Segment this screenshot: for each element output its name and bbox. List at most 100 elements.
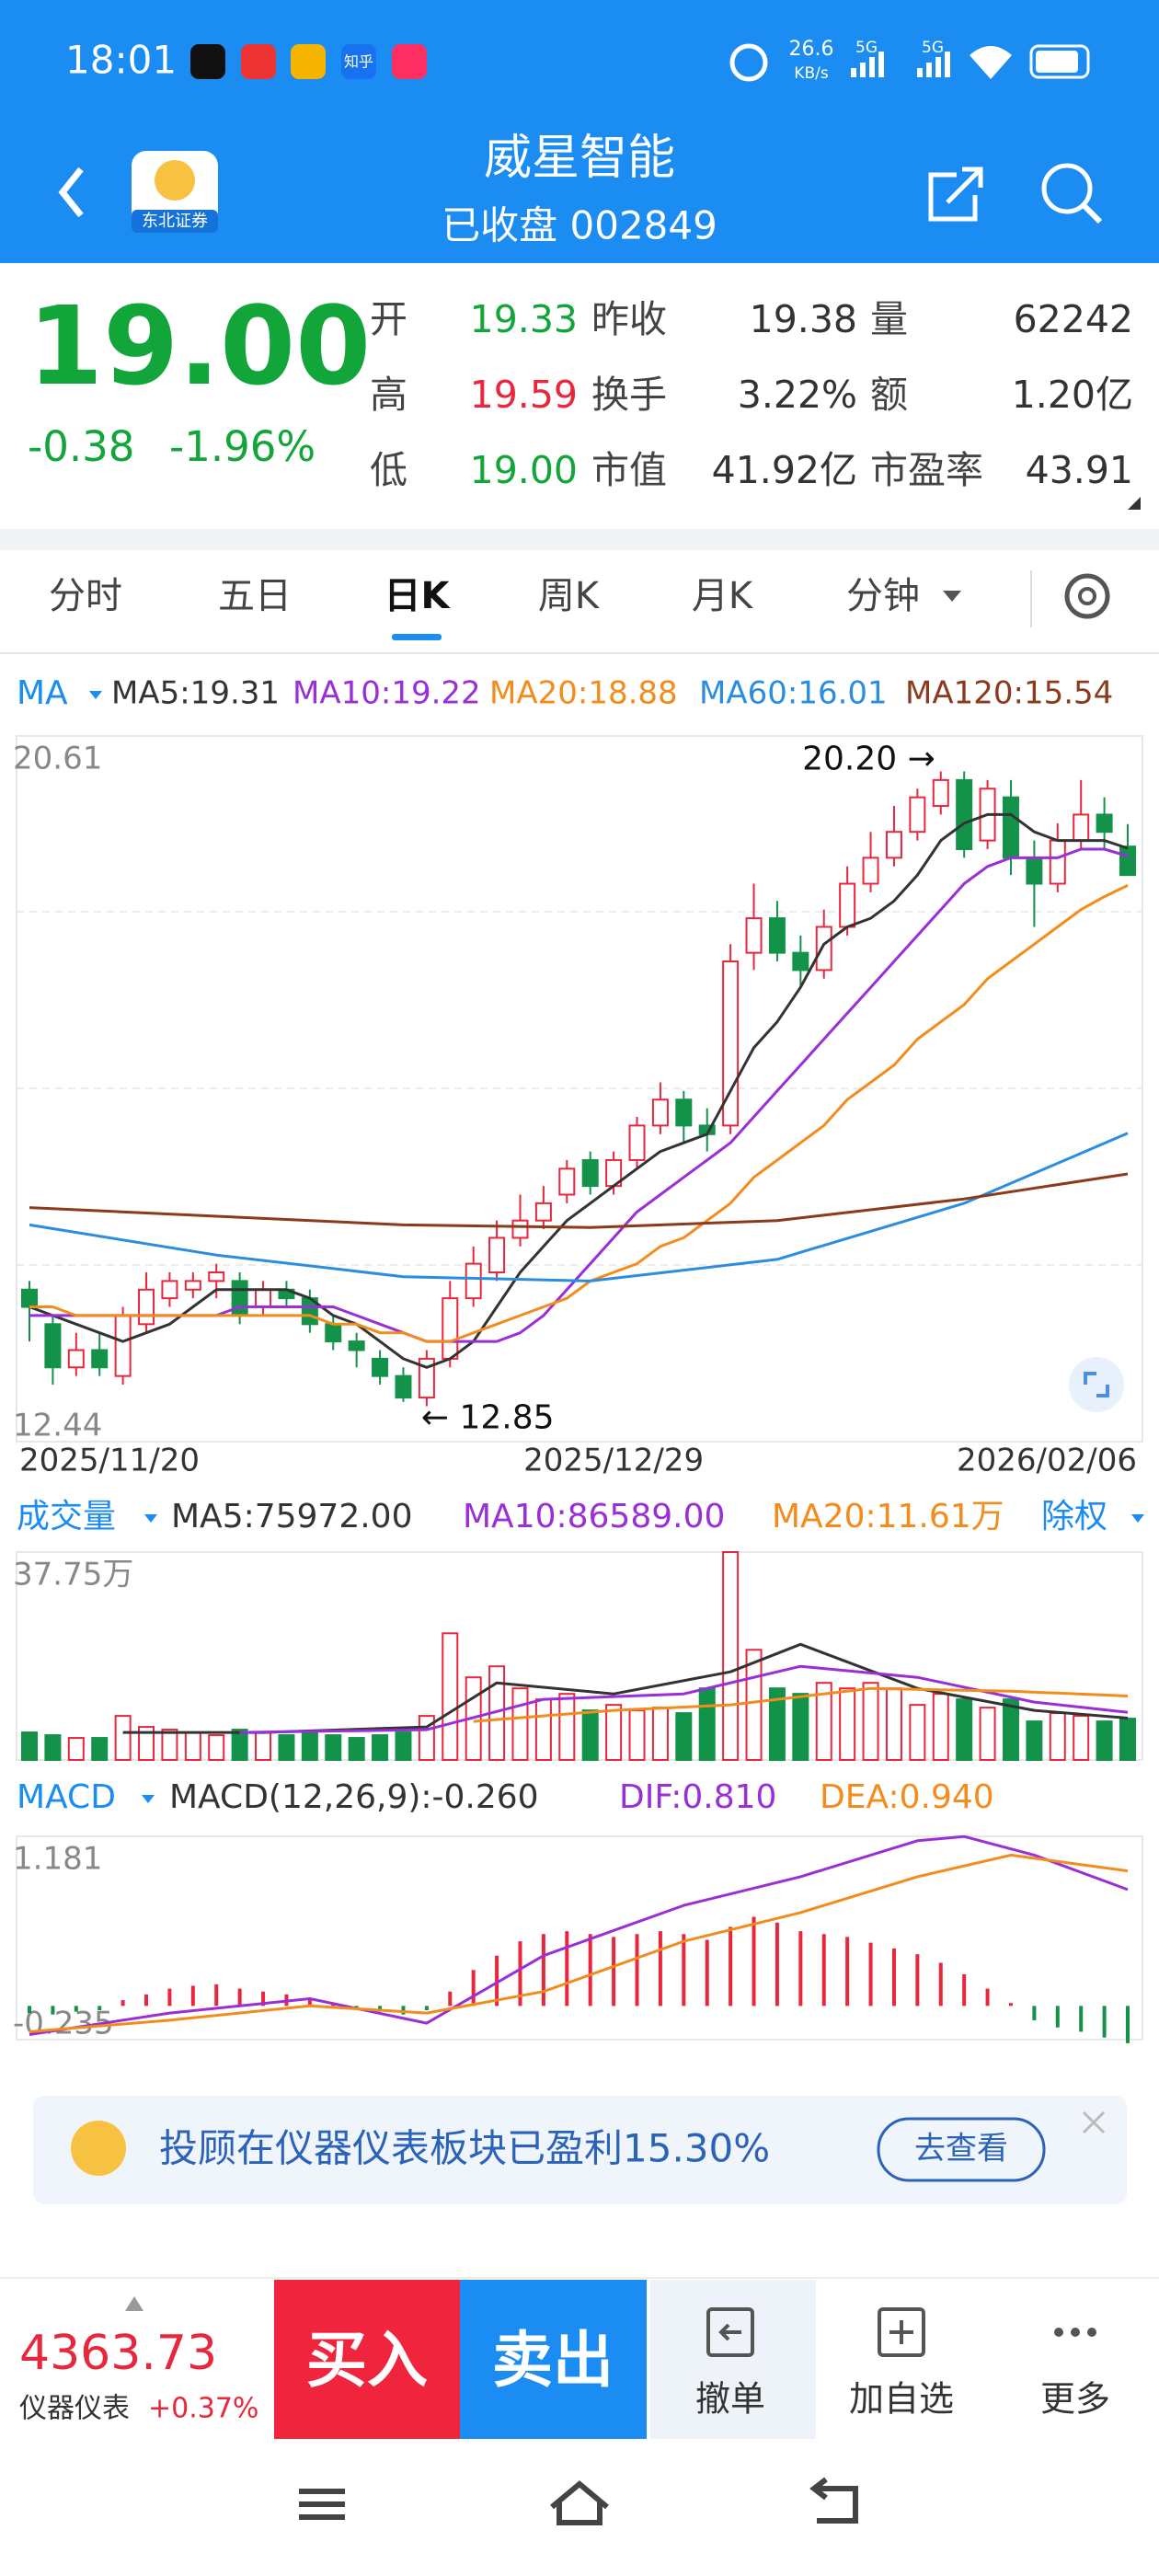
- promo-button[interactable]: [877, 2117, 1046, 2182]
- quote-value: 3.22%: [738, 373, 857, 417]
- candle-body: [745, 917, 763, 954]
- tab[interactable]: 分时: [49, 575, 122, 617]
- candle-body: [67, 1349, 85, 1369]
- tab[interactable]: 周K: [538, 575, 601, 617]
- quote-label: 额: [870, 373, 908, 417]
- candle-body: [839, 882, 856, 928]
- candle-body: [184, 1280, 201, 1291]
- candle-body: [815, 926, 832, 972]
- tab[interactable]: 五日: [218, 575, 292, 617]
- volume-bar: [698, 1687, 716, 1762]
- back-button[interactable]: [58, 167, 84, 218]
- candle-body: [792, 951, 809, 972]
- candle-body: [511, 1219, 529, 1239]
- action-label[interactable]: 撤单: [695, 2379, 765, 2420]
- volume-bar: [558, 1693, 576, 1761]
- tab[interactable]: 月K: [692, 575, 754, 617]
- tab[interactable]: 日K: [384, 575, 452, 617]
- candle-body: [534, 1202, 552, 1222]
- legend-item: MACD(12,26,9):-0.260: [169, 1778, 539, 1816]
- promo-close[interactable]: [1082, 2110, 1106, 2134]
- candle-body: [488, 1236, 506, 1273]
- volume-bar: [1026, 1720, 1043, 1762]
- volume-bar: [21, 1731, 38, 1762]
- quote-label: 高: [370, 373, 407, 417]
- volume-bar: [114, 1715, 132, 1761]
- stock-status: 已收盘 002849: [442, 203, 717, 248]
- nav-bar[interactable]: [299, 2477, 858, 2525]
- candle-body: [675, 1098, 693, 1127]
- volume-ma-line: [239, 1664, 1129, 1734]
- quote-value: 43.91: [1026, 448, 1133, 492]
- candle-body: [558, 1167, 576, 1196]
- sell-label[interactable]: 卖出: [492, 2325, 614, 2396]
- ma-line: [29, 847, 1129, 1343]
- volume-bar: [885, 1687, 902, 1762]
- volume-bar: [511, 1687, 529, 1762]
- volume-frame: [16, 1551, 1143, 1761]
- legend-extra: 除权: [1041, 1498, 1107, 1535]
- y-tick-label: 20.61: [13, 741, 102, 777]
- volume-bar: [161, 1729, 178, 1762]
- promo-banner[interactable]: [33, 2096, 1127, 2204]
- candle-body: [1119, 845, 1136, 877]
- quote-label: 低: [370, 448, 407, 492]
- candle-body: [1049, 839, 1066, 885]
- cancel-bg[interactable]: [650, 2280, 816, 2439]
- x-tick-label: 2026/02/06: [957, 1443, 1137, 1479]
- candle-body: [1073, 813, 1090, 842]
- volume-bar: [301, 1731, 318, 1762]
- index-change: +0.37%: [148, 2393, 258, 2425]
- quote-label: 开: [370, 297, 407, 341]
- zoom-button[interactable]: [1069, 1357, 1124, 1412]
- candle-body: [21, 1288, 38, 1308]
- quote-value: 19.38: [750, 297, 857, 341]
- volume-bar: [979, 1707, 996, 1762]
- volume-bar: [208, 1734, 225, 1761]
- volume-bar: [581, 1709, 599, 1762]
- quote-label: 量: [870, 297, 908, 341]
- price-change: -0.38: [28, 422, 134, 471]
- search-button[interactable]: [1041, 163, 1103, 224]
- volume-bar: [932, 1693, 949, 1761]
- sell-button[interactable]: [460, 2280, 647, 2439]
- settings-button[interactable]: [1064, 573, 1110, 619]
- index-arrow: [125, 2296, 143, 2311]
- more-icon: [1054, 2328, 1096, 2337]
- y-tick-label: 1.181: [13, 1841, 102, 1878]
- buy-label[interactable]: 买入: [306, 2325, 428, 2396]
- annotation: 20.20 →: [802, 740, 935, 777]
- quote-label: 昨收: [591, 297, 667, 341]
- y-tick-label: 37.75万: [13, 1557, 133, 1593]
- candle-body: [348, 1340, 365, 1351]
- net-type: 5G: [922, 39, 944, 57]
- expand-mark[interactable]: [1128, 497, 1141, 510]
- candle-body: [956, 778, 973, 850]
- volume-bar: [628, 1709, 646, 1762]
- candle-body: [44, 1323, 62, 1369]
- volume-bar: [862, 1682, 879, 1761]
- volume-bar: [1073, 1715, 1090, 1761]
- share-button[interactable]: [928, 167, 983, 222]
- x-tick-label: 2025/12/29: [523, 1443, 704, 1479]
- logo-text: 东北证券: [142, 212, 208, 231]
- divider: [0, 529, 1159, 550]
- buy-button[interactable]: [274, 2280, 460, 2439]
- action-label[interactable]: 更多: [1040, 2379, 1110, 2420]
- candle-body: [885, 831, 902, 859]
- tab[interactable]: 分钟: [846, 575, 920, 617]
- alarm-icon: [729, 43, 768, 82]
- candle-body: [418, 1357, 435, 1399]
- legend-dropdown: [89, 691, 102, 699]
- volume-bar: [184, 1731, 201, 1762]
- action-label[interactable]: 加自选: [849, 2379, 954, 2420]
- index-name: 仪器仪表: [19, 2393, 130, 2425]
- clock: 18:01: [65, 38, 177, 83]
- promo-button-text[interactable]: 去查看: [914, 2131, 1008, 2168]
- volume-ma-line: [122, 1642, 1129, 1734]
- volume-bar: [675, 1712, 693, 1761]
- ma-line: [29, 884, 1129, 1343]
- legend-title: MA: [17, 674, 68, 712]
- legend-dropdown: [1131, 1514, 1144, 1523]
- action-icons: [706, 2307, 925, 2357]
